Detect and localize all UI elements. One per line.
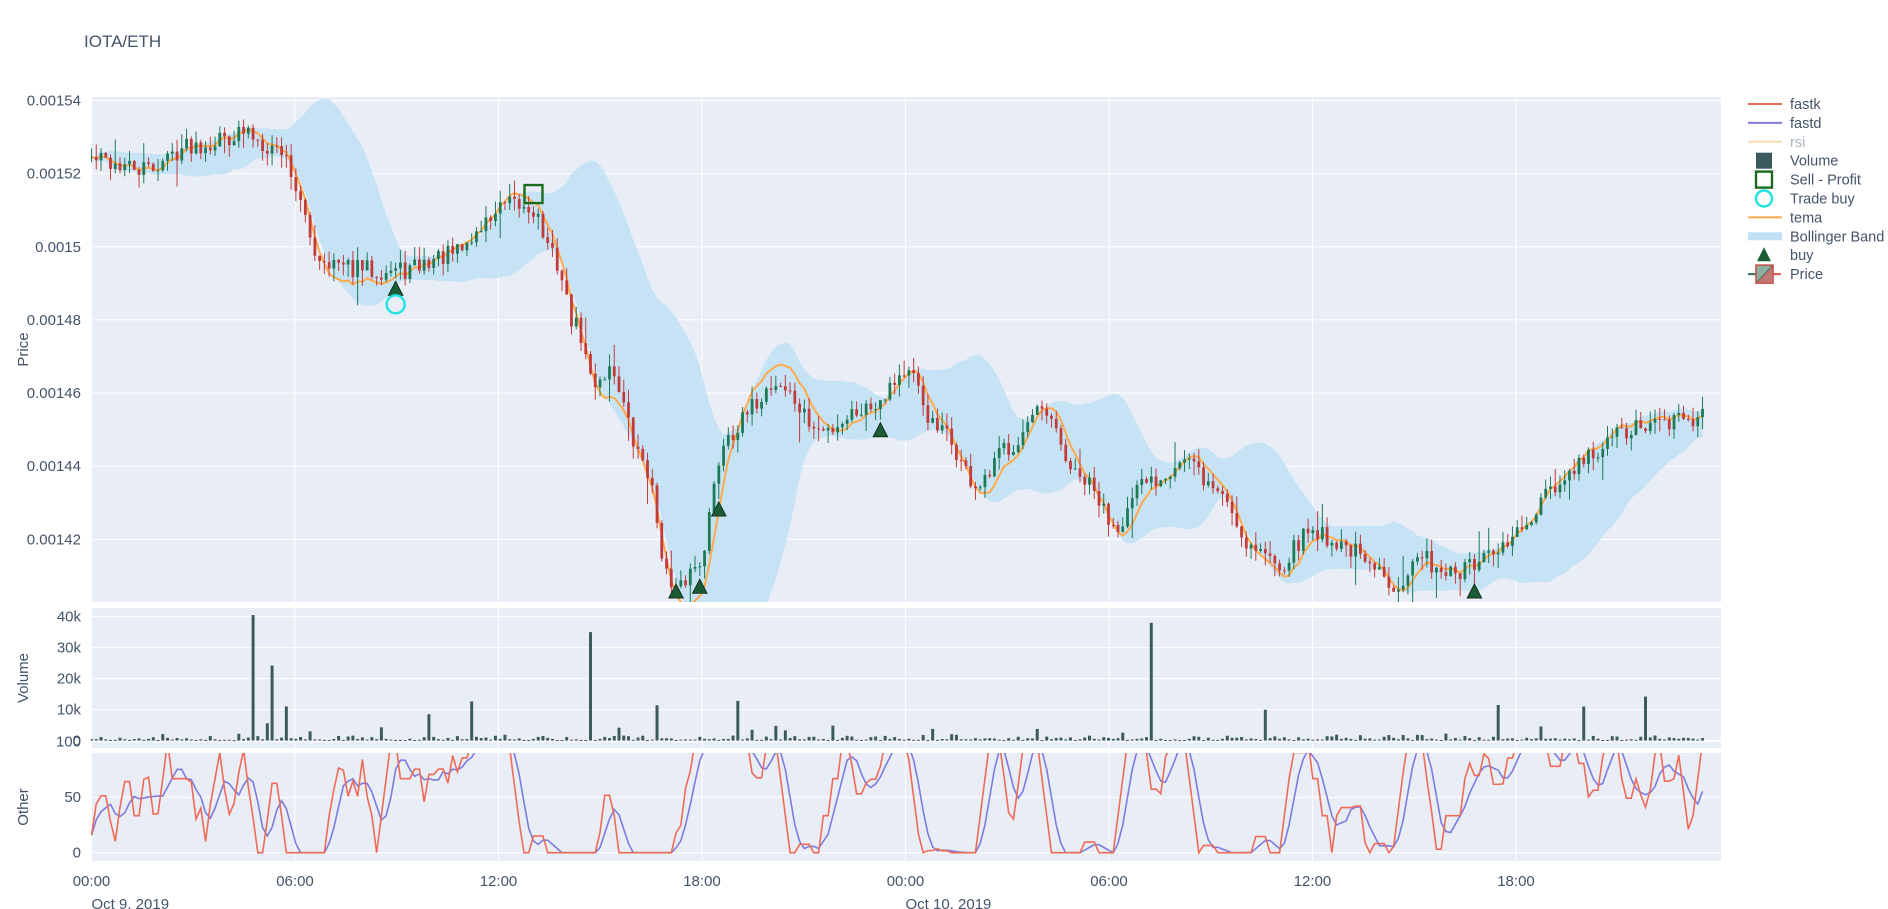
svg-text:00:00: 00:00 — [73, 873, 111, 890]
svg-text:06:00: 06:00 — [276, 873, 314, 890]
svg-text:0.00144: 0.00144 — [27, 458, 81, 475]
svg-text:0.0015: 0.0015 — [35, 239, 81, 256]
svg-text:0: 0 — [73, 845, 81, 862]
svg-text:Bollinger Band: Bollinger Band — [1790, 229, 1884, 245]
svg-text:20k: 20k — [57, 671, 82, 688]
svg-text:40k: 40k — [57, 609, 82, 626]
svg-text:0.00152: 0.00152 — [27, 166, 81, 183]
svg-text:18:00: 18:00 — [1497, 873, 1535, 890]
svg-text:18:00: 18:00 — [683, 873, 721, 890]
svg-text:06:00: 06:00 — [1090, 873, 1128, 890]
svg-text:Price: Price — [1790, 267, 1823, 283]
svg-text:0.00146: 0.00146 — [27, 385, 81, 402]
svg-text:12:00: 12:00 — [1294, 873, 1332, 890]
svg-text:Other: Other — [15, 788, 32, 826]
svg-text:0.00142: 0.00142 — [27, 531, 81, 548]
svg-text:30k: 30k — [57, 640, 82, 657]
svg-text:fastk: fastk — [1790, 97, 1821, 113]
svg-text:Oct 10, 2019: Oct 10, 2019 — [906, 896, 992, 909]
svg-text:100: 100 — [56, 734, 81, 751]
svg-text:50: 50 — [64, 789, 81, 806]
svg-text:Volume: Volume — [1790, 154, 1838, 170]
svg-text:0.00154: 0.00154 — [27, 93, 81, 110]
svg-text:tema: tema — [1790, 210, 1823, 226]
svg-text:0.00148: 0.00148 — [27, 312, 81, 329]
svg-text:Price: Price — [15, 332, 32, 366]
svg-text:10k: 10k — [57, 702, 82, 719]
svg-text:Trade buy: Trade buy — [1790, 192, 1855, 208]
svg-text:12:00: 12:00 — [480, 873, 518, 890]
svg-text:rsi: rsi — [1790, 135, 1805, 151]
svg-text:Sell - Profit: Sell - Profit — [1790, 173, 1861, 189]
svg-text:Oct 9, 2019: Oct 9, 2019 — [92, 896, 170, 909]
svg-text:buy: buy — [1790, 248, 1814, 264]
svg-text:fastd: fastd — [1790, 116, 1821, 132]
svg-text:Volume: Volume — [15, 653, 32, 703]
svg-text:00:00: 00:00 — [887, 873, 925, 890]
